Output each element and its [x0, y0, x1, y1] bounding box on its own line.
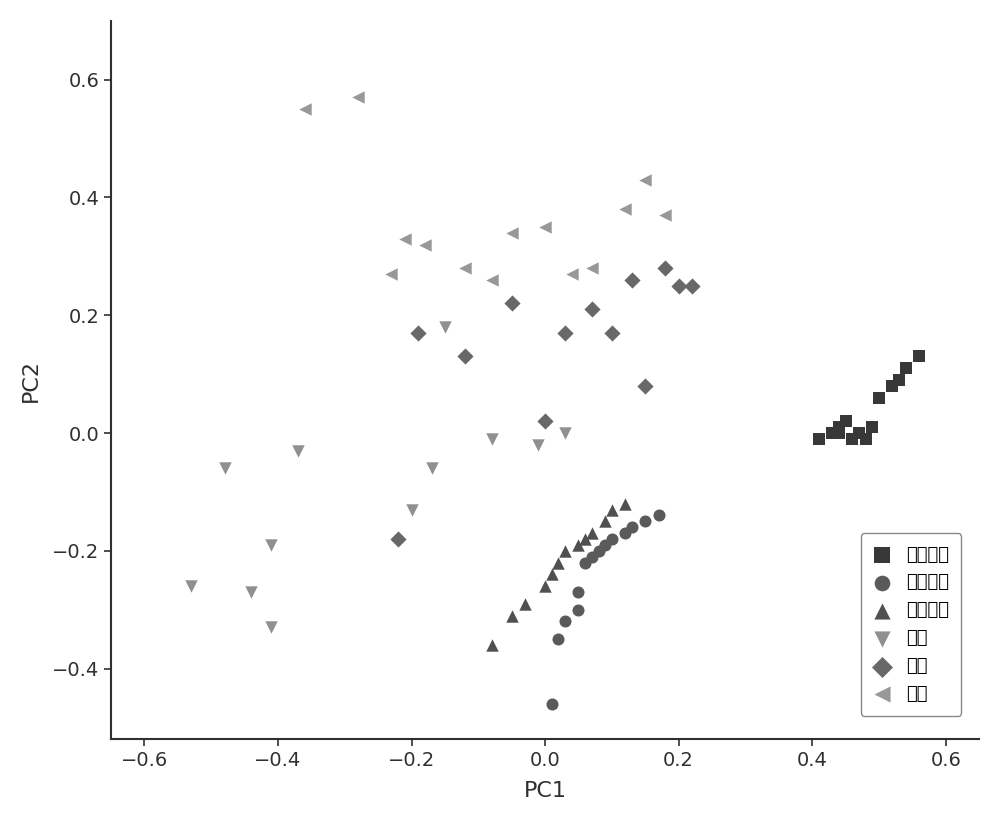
三级 [350, 90, 366, 104]
二级 [624, 274, 640, 287]
特级三等 [484, 639, 500, 652]
特级一等 [831, 421, 847, 434]
一级 [557, 427, 573, 440]
特级二等 [604, 533, 620, 546]
特级二等 [617, 527, 633, 540]
特级一等 [884, 380, 900, 393]
二级 [504, 297, 520, 310]
特级二等 [550, 633, 566, 646]
特级二等 [637, 515, 653, 528]
特级一等 [851, 427, 867, 440]
特级一等 [831, 427, 847, 440]
特级三等 [577, 533, 593, 546]
Legend: 特级一等, 特级二等, 特级三等, 一级, 二级, 三级: 特级一等, 特级二等, 特级三等, 一级, 二级, 三级 [861, 533, 961, 716]
三级 [564, 267, 580, 280]
特级二等 [570, 585, 586, 598]
二级 [684, 279, 700, 293]
二级 [457, 350, 473, 363]
一级 [530, 438, 546, 451]
特级三等 [617, 497, 633, 510]
特级三等 [550, 556, 566, 569]
一级 [263, 538, 279, 552]
特级三等 [604, 503, 620, 516]
Y-axis label: PC2: PC2 [21, 358, 41, 401]
特级二等 [584, 550, 600, 563]
特级二等 [577, 556, 593, 569]
三级 [397, 232, 413, 245]
二级 [584, 302, 600, 316]
特级一等 [911, 350, 927, 363]
三级 [383, 267, 399, 280]
一级 [484, 432, 500, 446]
特级二等 [651, 509, 667, 522]
特级一等 [864, 421, 880, 434]
三级 [417, 238, 433, 252]
三级 [504, 226, 520, 239]
特级三等 [584, 527, 600, 540]
一级 [263, 621, 279, 634]
特级一等 [891, 373, 907, 386]
特级三等 [544, 568, 560, 581]
特级二等 [557, 615, 573, 628]
特级一等 [898, 362, 914, 375]
特级三等 [517, 598, 533, 611]
三级 [457, 261, 473, 275]
特级二等 [597, 538, 613, 552]
二级 [557, 326, 573, 339]
特级二等 [544, 697, 560, 710]
二级 [537, 414, 553, 427]
特级三等 [537, 580, 553, 593]
特级二等 [570, 603, 586, 616]
X-axis label: PC1: PC1 [524, 781, 567, 801]
特级二等 [591, 544, 607, 557]
一级 [217, 462, 233, 475]
三级 [297, 103, 313, 116]
二级 [657, 261, 673, 275]
一级 [243, 585, 259, 598]
一级 [183, 580, 199, 593]
特级一等 [871, 391, 887, 404]
二级 [637, 380, 653, 393]
一级 [424, 462, 440, 475]
特级一等 [844, 432, 860, 446]
特级一等 [824, 427, 840, 440]
特级二等 [624, 520, 640, 533]
二级 [671, 279, 687, 293]
特级三等 [570, 538, 586, 552]
二级 [390, 533, 406, 546]
二级 [604, 326, 620, 339]
三级 [617, 203, 633, 216]
特级一等 [858, 432, 874, 446]
三级 [637, 173, 653, 187]
特级三等 [504, 609, 520, 622]
一级 [437, 321, 453, 334]
特级三等 [597, 515, 613, 528]
一级 [290, 444, 306, 457]
二级 [410, 326, 426, 339]
三级 [657, 209, 673, 222]
特级一等 [811, 432, 827, 446]
特级一等 [838, 414, 854, 427]
三级 [584, 261, 600, 275]
一级 [404, 503, 420, 516]
三级 [484, 274, 500, 287]
三级 [537, 220, 553, 233]
特级三等 [557, 544, 573, 557]
